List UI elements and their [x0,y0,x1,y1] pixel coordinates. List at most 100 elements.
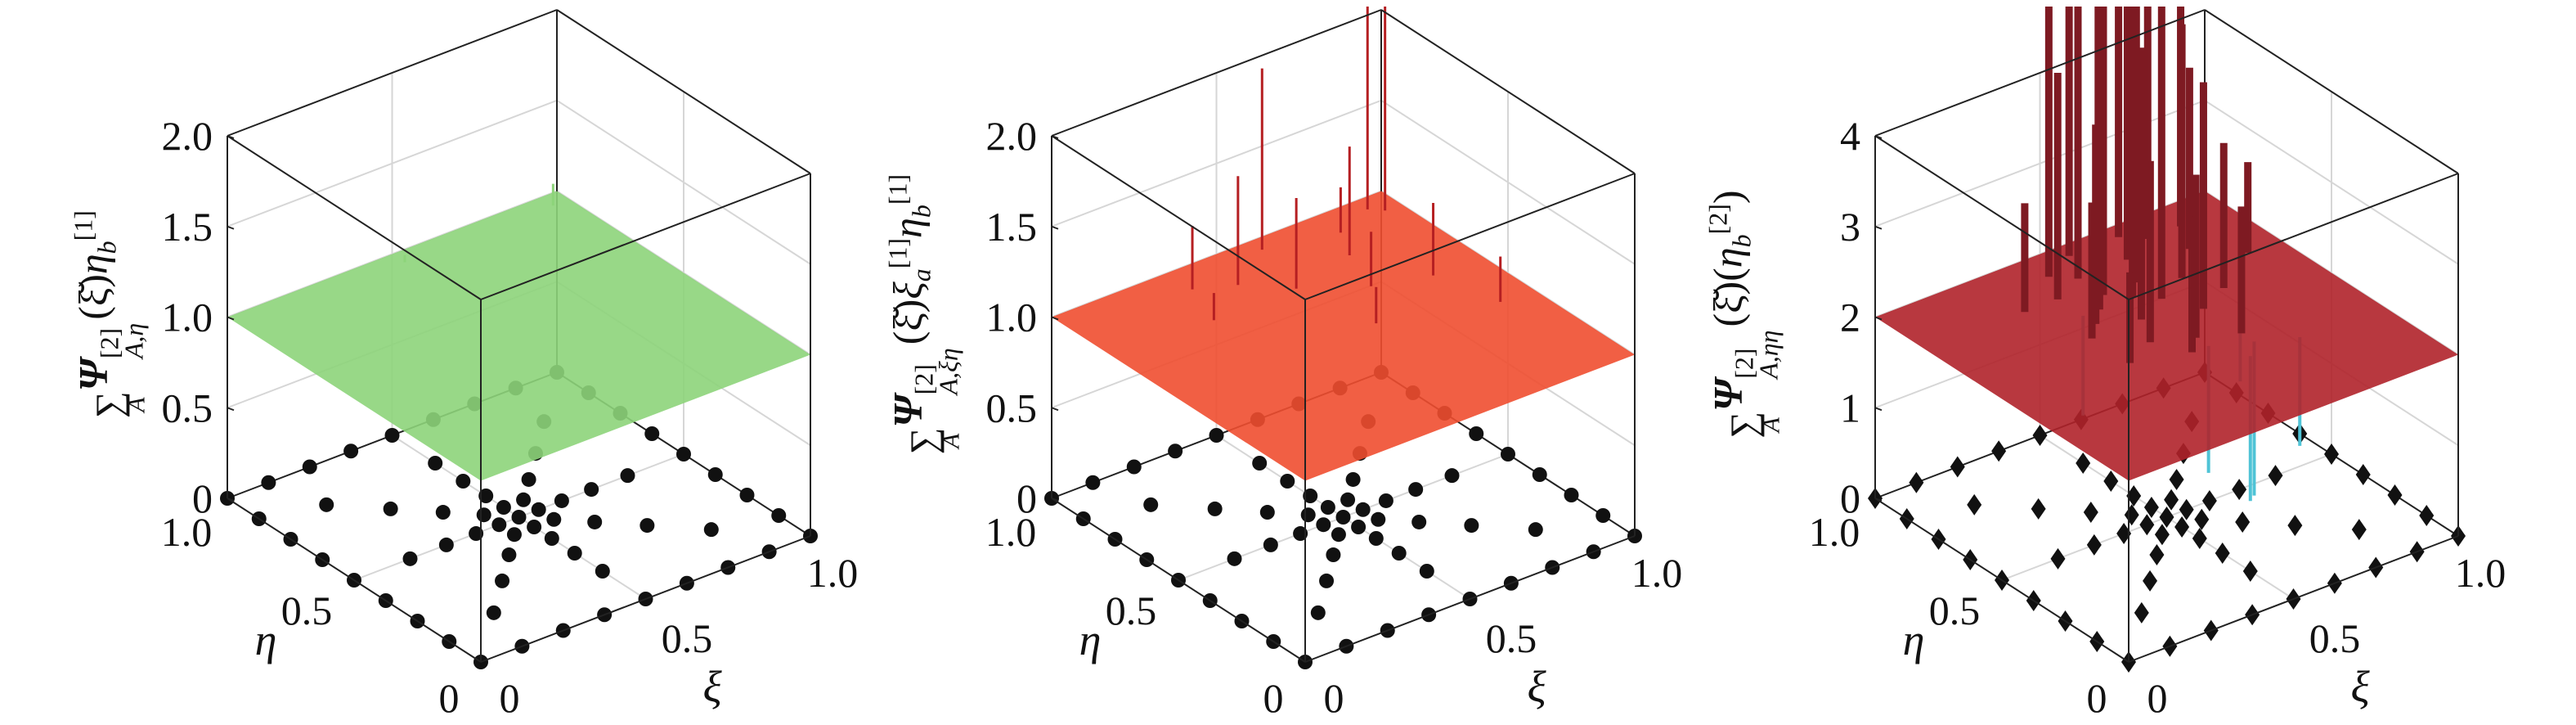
node-marker [438,537,454,552]
surface [1052,191,1635,481]
psi-indices: [2] A,η [94,323,148,358]
psi-subscript: A,ξη [933,348,963,395]
eta-tick-label: 1.0 [161,509,213,555]
node-marker [2164,489,2179,511]
eta-tick-label: 0.5 [1106,588,1157,633]
z-tick-label: 3 [1840,204,1860,250]
eta-tick-label: 1.0 [1809,509,1860,555]
eta-axis [227,498,482,663]
node-marker [2149,544,2165,566]
z-tick [227,316,235,321]
label-subscript: b [906,205,936,218]
sum-index: A [937,433,965,448]
node-marker [2194,508,2210,530]
sum-sign: ∑ [902,427,945,455]
xi-axis-label: ξ [702,662,722,711]
node-marker [1168,444,1183,459]
z-tick-label: 2.0 [986,113,1038,159]
node-marker [1316,517,1331,533]
node-marker [1528,522,1543,538]
node-marker [1909,471,1924,493]
node-marker [1300,507,1316,523]
node-marker [2179,498,2194,520]
label-term: (ξ̆)( [1704,268,1751,327]
node-marker [1444,468,1460,484]
z-axis-label-3: ∑ A Ψ [2] A,ηη (ξ̆)(ηb[2]) [1703,190,1786,438]
node-marker [1326,547,1341,563]
node-marker [2215,543,2230,564]
node-marker [476,507,491,523]
xi-axis [2128,535,2459,663]
node-marker [1411,514,1427,529]
node-marker [496,500,511,515]
box-edge [1304,173,1636,300]
psi-superscript: [2] [1729,348,1759,379]
node-marker [595,564,610,579]
node-marker [469,526,484,542]
node-marker [1368,531,1384,546]
node-marker [2134,601,2149,624]
node-marker [343,444,359,459]
node-marker [2287,515,2303,537]
node-marker [384,428,400,443]
label-superscript: [2] [1703,204,1733,235]
z-tick [1051,225,1059,230]
node-marker [1207,501,1223,516]
node-marker [546,511,562,527]
box-edge [1874,9,2206,137]
node-marker [1319,573,1335,588]
xi-tick-label: 0.5 [2309,615,2361,661]
node-marker [1310,605,1326,620]
node-marker [2174,516,2190,538]
label-subscript: b [1726,234,1757,248]
box-edge [1380,9,1636,174]
node-marker [620,468,635,484]
box-edge [2128,173,2459,300]
eta-axis-label: η [255,615,277,664]
label-term: ) [1704,190,1751,205]
sum-symbol: ∑ A [1722,412,1785,439]
node-marker [1464,518,1479,534]
node-marker [2268,465,2283,487]
node-marker [1355,502,1371,517]
node-marker [676,447,691,462]
node-marker [584,482,599,498]
node-marker [2143,497,2159,518]
xi-axis [480,535,811,663]
label-term: (ξ̆) [884,299,931,345]
z-tick [1051,498,1059,502]
node-marker [428,456,443,471]
node-marker [1303,489,1318,503]
node-marker [527,520,542,534]
z-tick-label: 1 [1840,385,1860,430]
node-marker [1280,474,1295,489]
z-tick [1874,407,1883,412]
z-tick-label: 0 [192,475,213,521]
z-tick-label: 1.5 [986,204,1038,250]
eta-tick-label: 0 [439,675,460,721]
z-tick [227,498,235,502]
node-marker [1419,564,1434,579]
node-marker [516,492,532,507]
node-marker [2086,534,2102,556]
label-superscript: [1] [882,237,913,269]
node-marker [1345,471,1361,487]
eta-tick-label: 0.5 [281,588,333,633]
node-marker [1351,520,1367,534]
node-marker [2242,561,2258,582]
node-marker [2324,444,2339,465]
psi-symbol: Ψ [1704,378,1751,412]
z-tick [1874,225,1883,230]
node-marker [2387,484,2403,506]
node-marker [2192,528,2207,549]
eta-tick-label: 0 [2087,675,2107,721]
panel-2: 00.51.01.52.000.51.000.51.0ηξ [985,7,1682,721]
node-marker [1126,459,1142,475]
node-marker [2050,547,2066,570]
node-marker [1564,488,1579,502]
xi-tick-label: 1.0 [2455,550,2506,596]
node-marker [2126,485,2142,507]
node-marker [703,522,719,538]
node-marker [1371,511,1386,527]
box-edge [2204,9,2459,174]
